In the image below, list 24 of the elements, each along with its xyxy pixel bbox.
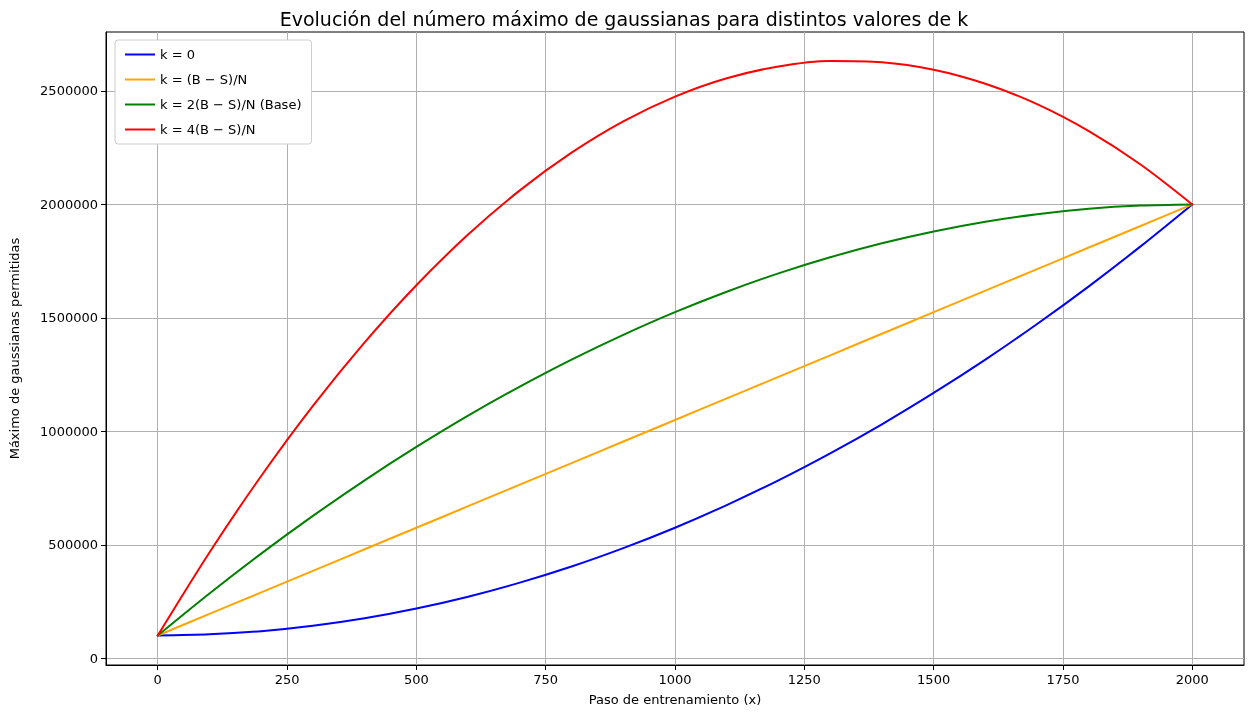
- x-tick-label: 0: [153, 672, 162, 687]
- y-tick-label: 1000000: [40, 423, 98, 439]
- legend-label: k = 2(B − S)/N (Base): [160, 97, 302, 112]
- x-tick-label: 1000: [658, 672, 692, 687]
- chart-title: Evolución del número máximo de gaussianas para distintos valores de k: [279, 7, 969, 30]
- line-series: [156, 203, 1194, 637]
- x-tick-label: 1750: [1046, 672, 1080, 687]
- legend-label: k = 4(B − S)/N: [160, 122, 256, 137]
- x-tick-label: 1500: [917, 672, 951, 687]
- x-tick-label: 2000: [1175, 672, 1209, 687]
- line-series: [156, 60, 1194, 637]
- x-tick-label: 1250: [787, 672, 821, 687]
- y-tick-label: 2000000: [40, 196, 98, 212]
- x-tick-label: 750: [533, 672, 559, 687]
- legend-label: k = (B − S)/N: [160, 72, 248, 87]
- legend-label: k = 0: [160, 47, 195, 62]
- x-tick-label: 250: [274, 672, 300, 687]
- y-axis-title: Máximo de gaussianas permitidas: [7, 237, 22, 460]
- y-tick-label: 1500000: [40, 310, 98, 326]
- y-tick-label: 500000: [48, 537, 98, 553]
- y-tick-label: 2500000: [40, 83, 98, 99]
- y-tick-label: 0: [89, 650, 98, 666]
- x-tick-label: 500: [403, 672, 429, 687]
- x-axis-title: Paso de entrenamiento (x): [588, 692, 762, 707]
